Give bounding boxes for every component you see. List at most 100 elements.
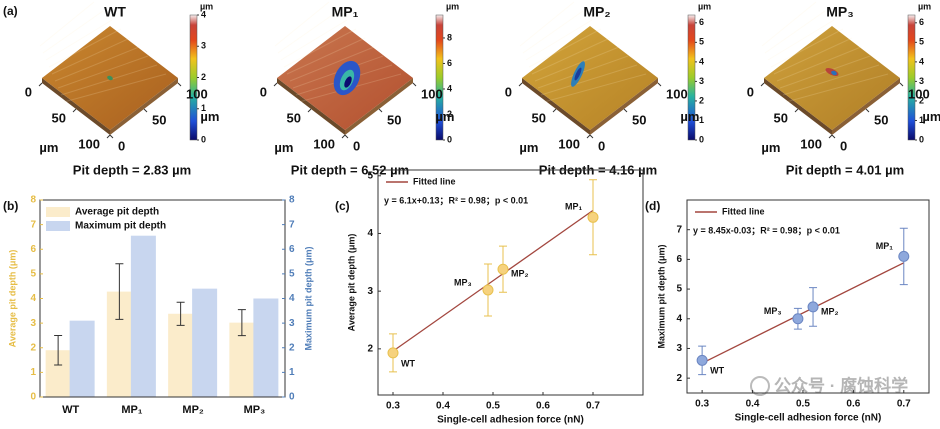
- surface-tick-label: 100: [186, 86, 208, 101]
- surface-tick: [899, 82, 904, 87]
- x-tick-label: 0.3: [386, 401, 400, 412]
- colorbar-tick-label: 0: [447, 134, 452, 144]
- surface-axis-unit: µm: [39, 140, 58, 155]
- y2-tick-label: 6: [289, 244, 295, 255]
- surface-tick: [72, 108, 77, 113]
- colorbar-tick-label: 3: [201, 41, 206, 51]
- y-tick-label: 4: [30, 293, 36, 304]
- surface-texture: [534, 46, 620, 82]
- colorbar-tick-label: 2: [699, 95, 704, 105]
- surface-axis-unit: µm: [680, 109, 699, 124]
- surface-texture: [42, 10, 104, 54]
- surface-texture: [48, 28, 122, 68]
- colorbar-tick-label: 4: [699, 56, 704, 66]
- surface-texture: [779, 55, 871, 89]
- colorbar-unit: µm: [446, 1, 459, 11]
- panel-label: (a): [3, 4, 18, 18]
- surface-tick: [657, 82, 662, 87]
- surface-tick: [831, 134, 836, 139]
- afm-image: [39, 1, 178, 135]
- surface-axis-unit: µm: [761, 140, 780, 155]
- surface-tick: [865, 108, 870, 113]
- colorbar-tick-label: 1: [919, 115, 924, 125]
- surface-texture: [525, 19, 593, 61]
- fit-equation: y = 8.45x-0.03；R² = 0.98；p < 0.01: [693, 225, 840, 236]
- surface: [764, 26, 900, 130]
- y-tick-label: 7: [30, 219, 36, 230]
- image-title: MP₃: [826, 4, 853, 20]
- colorbar-tick-label: 5: [699, 37, 704, 47]
- legend-swatch: [46, 221, 70, 231]
- surface-texture: [274, 1, 330, 47]
- colorbar-tick-label: 1: [201, 103, 206, 113]
- surface-texture: [286, 37, 366, 75]
- colorbar-tick-label: 2: [201, 72, 206, 82]
- fit-equation: y = 6.1x+0.13；R² = 0.98；p < 0.01: [384, 195, 528, 206]
- y-tick-label: 2: [367, 343, 373, 354]
- x-tick-label: 0.4: [746, 399, 760, 410]
- x-tick-label: 0.6: [536, 401, 550, 412]
- surface-tick: [177, 82, 182, 87]
- surface-axis-unit: µm: [519, 140, 538, 155]
- surface-texture: [782, 64, 880, 96]
- surface-texture: [770, 28, 844, 68]
- y2-tick-label: 3: [289, 318, 295, 329]
- colorbar-tick-label: 5: [919, 37, 924, 47]
- surface-texture: [522, 10, 584, 54]
- surface: [522, 26, 658, 130]
- panel-label: (d): [645, 199, 660, 213]
- y-tick-label: 5: [30, 269, 36, 280]
- error-bar: [237, 309, 246, 337]
- surface-side: [764, 78, 832, 135]
- y-tick-label: 4: [367, 228, 373, 239]
- image-title: WT: [104, 4, 126, 20]
- bar: [130, 235, 156, 397]
- x-tick-label: 0.3: [695, 399, 709, 410]
- surface-side: [832, 78, 900, 135]
- colorbar-tick-label: 6: [447, 58, 452, 68]
- y2-tick-label: 8: [289, 195, 295, 206]
- colorbar: [189, 14, 198, 141]
- surface-side: [345, 78, 413, 135]
- colorbar-tick-label: 0: [699, 134, 704, 144]
- x-axis-label: Single-cell adhesion force (nN): [437, 415, 584, 426]
- point-label: MP₃: [454, 277, 472, 287]
- surface-tick-label: 50: [287, 110, 301, 125]
- y-tick-label: 5: [676, 284, 682, 295]
- x-tick-label: 0.7: [586, 401, 600, 412]
- colorbar-tick-label: 6: [919, 17, 924, 27]
- point: [898, 250, 910, 262]
- surface-tick-label: 50: [532, 110, 546, 125]
- surface-tick: [623, 108, 628, 113]
- point-label: MP₁: [876, 241, 894, 251]
- surface-tick-label: 100: [558, 136, 580, 151]
- surface-tick-label: 0: [747, 84, 754, 99]
- surface-texture: [63, 73, 167, 103]
- image-title: MP₁: [332, 4, 359, 20]
- surface-texture: [51, 37, 131, 75]
- surface-texture: [773, 37, 853, 75]
- surface-tick-label: 0: [840, 138, 847, 153]
- y-tick-label: 5: [367, 170, 373, 181]
- bar: [69, 320, 95, 397]
- y2-tick-label: 7: [289, 219, 295, 230]
- point-label: MP₁: [565, 202, 583, 212]
- plot-frame: [686, 199, 930, 394]
- colorbar-tick-label: 0: [201, 134, 206, 144]
- legend-label: Average pit depth: [75, 207, 159, 218]
- legend-label: Fitted line: [413, 176, 456, 186]
- surface-tick: [307, 108, 312, 113]
- legend-label: Maximum pit depth: [75, 221, 166, 232]
- point: [497, 263, 509, 275]
- x-tick-label: 0.4: [436, 401, 450, 412]
- pit: [574, 67, 582, 81]
- x-tick-label: 0.5: [486, 401, 500, 412]
- bar: [192, 288, 218, 397]
- surface-texture: [776, 46, 862, 82]
- point: [696, 354, 708, 366]
- colorbar: [907, 14, 916, 141]
- surface-tick-label: 0: [598, 138, 605, 153]
- surface-tick-label: 50: [52, 110, 66, 125]
- y2-tick-label: 2: [289, 342, 295, 353]
- y-axis-label: Average pit depth (μm): [7, 250, 17, 348]
